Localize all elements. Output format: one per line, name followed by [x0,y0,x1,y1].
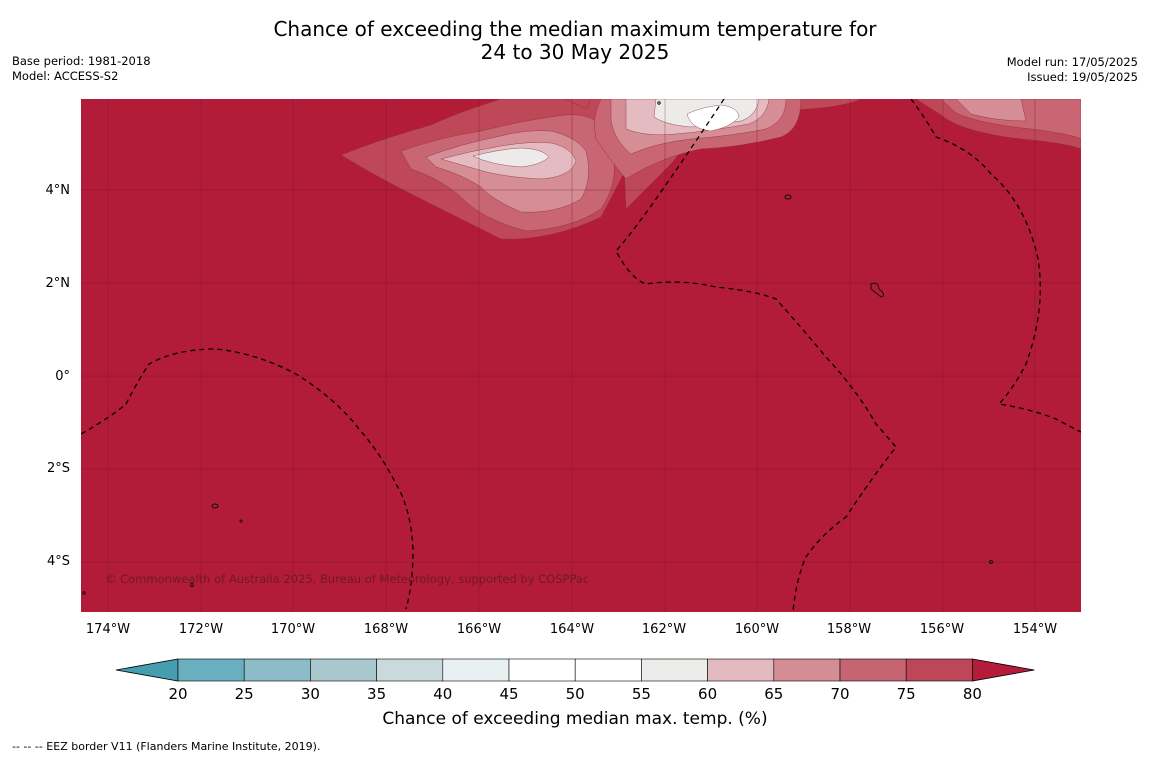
eez-border-west [81,348,414,610]
colorbar-tick-label: 50 [565,685,585,703]
lon-label-164w: 164°W [549,622,595,637]
colorbar-segment [773,658,841,682]
island-icon [211,503,219,509]
colorbar-tick-label: 55 [631,685,651,703]
colorbar-segment [839,658,907,682]
colorbar-segment [243,658,311,682]
lon-label-166w: 166°W [456,622,502,637]
issued-date: Issued: 19/05/2025 [1027,70,1138,84]
colorbar-segments [115,658,1035,682]
island-icon [239,519,243,523]
lon-label-168w: 168°W [363,622,409,637]
contour-50-center [686,104,740,132]
lon-label-160w: 160°W [734,622,780,637]
island-icon [989,560,993,564]
colorbar-tick-label: 30 [300,685,320,703]
title-line-1: Chance of exceeding the median maximum t… [273,17,877,41]
lon-label-172w: 172°W [178,622,224,637]
lat-label-2s: 2°S [46,461,70,476]
colorbar-label: Chance of exceeding median max. temp. (%… [382,709,768,729]
contour-65-ne [955,99,1027,122]
colorbar-tick-label: 25 [234,685,254,703]
contour-55-west [472,147,550,168]
eez-border-east [910,99,1081,433]
lon-label-170w: 170°W [270,622,316,637]
island-icon [657,101,661,105]
lat-label-4s: 4°S [46,554,70,569]
island-icon [82,591,86,595]
title-line-2: 24 to 30 May 2025 [480,40,670,64]
colorbar-segment [310,658,377,682]
colorbar-segment [177,658,245,682]
island-icon [784,194,792,200]
lat-label-0: 0° [55,369,70,384]
colorbar-tick-label: 65 [764,685,784,703]
base-period: Base period: 1981-2018 [12,54,151,68]
colorbar-tick-label: 75 [896,685,916,703]
lon-label-162w: 162°W [641,622,687,637]
lon-label-158w: 158°W [826,622,872,637]
lon-label-156w: 156°W [919,622,965,637]
colorbar-tick-label: 60 [698,685,718,703]
colorbar-segment [442,658,510,682]
colorbar-tick-label: 80 [962,685,982,703]
colorbar-segment [905,658,973,682]
colorbar-segment [574,658,642,682]
island-icon [190,583,194,587]
eez-legend-note: -- -- -- EEZ border V11 (Flanders Marine… [12,740,321,753]
lon-label-154w: 154°W [1012,622,1058,637]
colorbar-extend-high [972,658,1035,682]
islands [82,101,993,595]
colorbar-tick-label: 45 [499,685,519,703]
lat-label-4n: 4°N [45,183,71,198]
colorbar-segment [707,658,775,682]
model-run: Model run: 17/05/2025 [1006,55,1138,69]
colorbar-segment [508,658,576,682]
colorbar-tick-label: 70 [830,685,850,703]
colorbar-tick-label: 35 [367,685,387,703]
map-canvas [81,99,1081,612]
map-panel[interactable]: © Commonwealth of Australia 2025, Bureau… [81,99,1081,612]
meta-right: Model run: 17/05/2025 Issued: 19/05/2025 [1007,55,1138,85]
model-name: Model: ACCESS-S2 [12,69,119,83]
colorbar-extend-low [115,658,179,682]
lon-label-174w: 174°W [85,622,131,637]
colorbar-segment [641,658,708,682]
lat-label-2n: 2°N [45,276,71,291]
colorbar [115,658,1035,682]
graticule [81,99,1081,612]
copyright-text: © Commonwealth of Australia 2025, Bureau… [105,572,590,586]
map-title: Chance of exceeding the median maximum t… [0,18,1150,64]
meta-left: Base period: 1981-2018 Model: ACCESS-S2 [12,54,151,84]
island-icon [870,282,885,298]
colorbar-tick-label: 20 [168,685,188,703]
eez-border-center [615,99,897,612]
colorbar-tick-label: 40 [433,685,453,703]
colorbar-segment [376,658,444,682]
eez-borders [81,99,1081,612]
